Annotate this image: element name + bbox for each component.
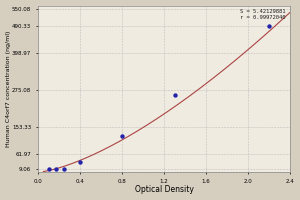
- Point: [78, 160, 82, 163]
- Text: S = 5.42129881
r = 0.99972040: S = 5.42129881 r = 0.99972040: [239, 9, 285, 20]
- Point: [267, 25, 272, 28]
- Point: [172, 93, 177, 96]
- Point: [62, 167, 67, 170]
- X-axis label: Optical Density: Optical Density: [135, 185, 194, 194]
- Point: [120, 135, 124, 138]
- Y-axis label: Human C4orf7 concentration (ng/ml): Human C4orf7 concentration (ng/ml): [6, 31, 10, 147]
- Point: [46, 168, 51, 171]
- Point: [54, 168, 58, 171]
